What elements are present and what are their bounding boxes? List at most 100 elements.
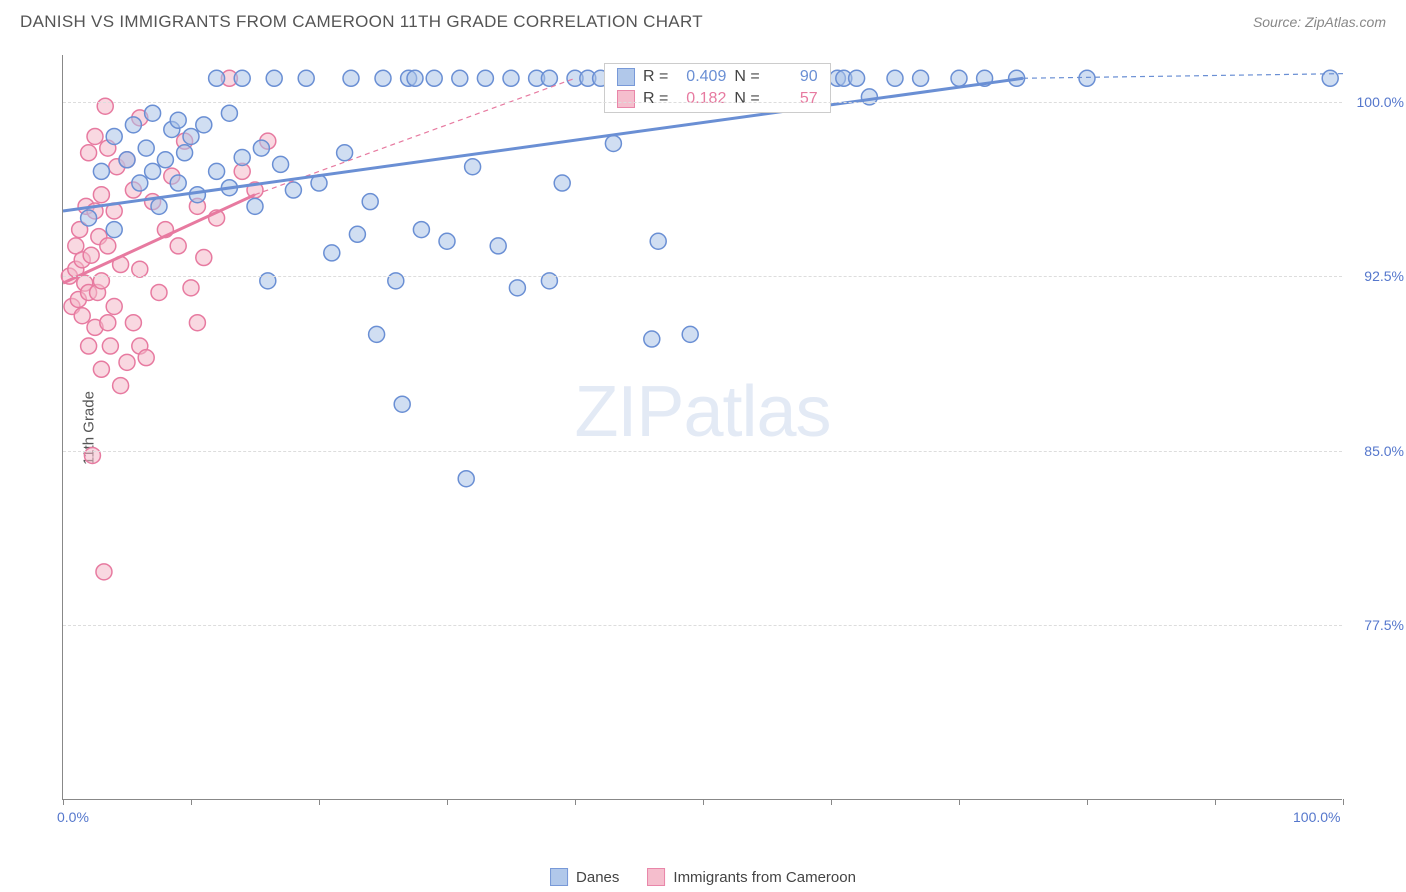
n-label: N = [734, 68, 759, 86]
data-point-danes [490, 238, 506, 254]
x-tick [831, 799, 832, 805]
swatch-danes [617, 68, 635, 86]
data-point-danes [93, 163, 109, 179]
source-attribution: Source: ZipAtlas.com [1253, 14, 1386, 30]
bottom-legend: Danes Immigrants from Cameroon [550, 868, 856, 886]
data-point-danes [369, 326, 385, 342]
data-point-danes [209, 70, 225, 86]
n-value-cameroon: 57 [768, 90, 818, 108]
data-point-danes [887, 70, 903, 86]
legend-item-cameroon: Immigrants from Cameroon [647, 868, 856, 886]
data-point-cameroon [125, 315, 141, 331]
data-point-cameroon [183, 280, 199, 296]
x-tick [1343, 799, 1344, 805]
scatter-svg [63, 55, 1342, 799]
data-point-danes [413, 222, 429, 238]
data-point-danes [266, 70, 282, 86]
gridline [63, 625, 1342, 626]
data-point-danes [298, 70, 314, 86]
swatch-cameroon [617, 90, 635, 108]
x-tick [575, 799, 576, 805]
data-point-danes [253, 140, 269, 156]
data-point-danes [682, 326, 698, 342]
data-point-cameroon [102, 338, 118, 354]
y-tick-label: 100.0% [1357, 94, 1404, 110]
r-label: R = [643, 68, 668, 86]
data-point-danes [170, 175, 186, 191]
data-point-danes [247, 198, 263, 214]
stats-row-danes: R = 0.409 N = 90 [605, 66, 830, 88]
data-point-danes [183, 128, 199, 144]
data-point-danes [375, 70, 391, 86]
data-point-danes [273, 156, 289, 172]
data-point-danes [644, 331, 660, 347]
gridline [63, 102, 1342, 103]
gridline [63, 451, 1342, 452]
data-point-danes [196, 117, 212, 133]
data-point-danes [234, 70, 250, 86]
data-point-danes [349, 226, 365, 242]
x-tick [63, 799, 64, 805]
data-point-cameroon [100, 315, 116, 331]
y-tick-label: 85.0% [1364, 443, 1404, 459]
data-point-danes [285, 182, 301, 198]
chart-container: 11th Grade ZIPatlas R = 0.409 N = 90 R =… [42, 55, 1382, 800]
y-tick-label: 77.5% [1364, 617, 1404, 633]
data-point-danes [177, 145, 193, 161]
data-point-cameroon [170, 238, 186, 254]
x-tick [1215, 799, 1216, 805]
gridline [63, 276, 1342, 277]
legend-label-danes: Danes [576, 869, 619, 886]
data-point-danes [337, 145, 353, 161]
data-point-danes [125, 117, 141, 133]
chart-title: DANISH VS IMMIGRANTS FROM CAMEROON 11TH … [20, 12, 703, 32]
data-point-danes [605, 135, 621, 151]
data-point-danes [439, 233, 455, 249]
data-point-cameroon [132, 261, 148, 277]
y-tick-label: 92.5% [1364, 268, 1404, 284]
r-value-cameroon: 0.182 [676, 90, 726, 108]
data-point-danes [132, 175, 148, 191]
x-tick-label: 0.0% [57, 809, 89, 825]
data-point-cameroon [106, 298, 122, 314]
data-point-cameroon [189, 315, 205, 331]
data-point-danes [426, 70, 442, 86]
data-point-danes [1322, 70, 1338, 86]
data-point-danes [324, 245, 340, 261]
data-point-danes [106, 128, 122, 144]
legend-item-danes: Danes [550, 868, 619, 886]
x-tick [959, 799, 960, 805]
stats-row-cameroon: R = 0.182 N = 57 [605, 88, 830, 110]
data-point-danes [913, 70, 929, 86]
data-point-cameroon [113, 378, 129, 394]
data-point-danes [145, 105, 161, 121]
legend-swatch-cameroon [647, 868, 665, 886]
data-point-danes [209, 163, 225, 179]
x-tick [447, 799, 448, 805]
data-point-cameroon [81, 145, 97, 161]
n-value-danes: 90 [768, 68, 818, 86]
data-point-cameroon [93, 187, 109, 203]
data-point-cameroon [196, 250, 212, 266]
trendline-dashed-danes [1023, 74, 1343, 79]
data-point-cameroon [96, 564, 112, 580]
data-point-danes [362, 194, 378, 210]
data-point-danes [343, 70, 359, 86]
data-point-danes [465, 159, 481, 175]
x-tick [1087, 799, 1088, 805]
data-point-cameroon [83, 247, 99, 263]
data-point-danes [650, 233, 666, 249]
data-point-danes [81, 210, 97, 226]
data-point-danes [477, 70, 493, 86]
x-tick [191, 799, 192, 805]
data-point-danes [138, 140, 154, 156]
data-point-danes [452, 70, 468, 86]
legend-label-cameroon: Immigrants from Cameroon [673, 869, 856, 886]
data-point-danes [157, 152, 173, 168]
data-point-danes [951, 70, 967, 86]
data-point-danes [234, 149, 250, 165]
r-label: R = [643, 90, 668, 108]
data-point-danes [145, 163, 161, 179]
data-point-cameroon [81, 338, 97, 354]
data-point-cameroon [138, 350, 154, 366]
